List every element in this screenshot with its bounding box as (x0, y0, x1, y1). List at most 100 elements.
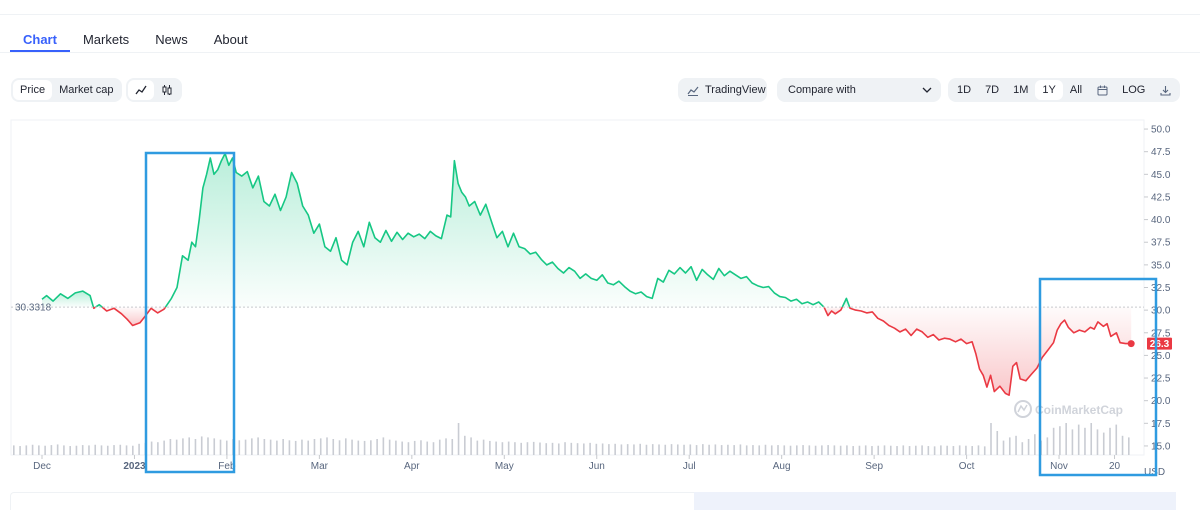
volume-bar (94, 444, 97, 455)
volume-bar (251, 438, 253, 455)
volume-bar (464, 435, 466, 455)
calendar-button[interactable] (1089, 80, 1115, 100)
x-axis: Dec 2023 Feb Mar Apr May Jun Jul Aug Sep Oct Nov 20 (33, 455, 1121, 472)
volume-bar (645, 444, 648, 455)
candlestick-button[interactable] (154, 80, 180, 100)
tab-about[interactable]: About (213, 32, 248, 47)
volume-bar (238, 440, 241, 455)
volume-bar (902, 445, 905, 455)
volume-bar (551, 442, 554, 455)
x-tick-label: 20 (1109, 461, 1121, 472)
range-7d-button[interactable]: 7D (985, 84, 1000, 96)
volume-bar (338, 440, 341, 455)
compare-with-dropdown[interactable]: Compare with (777, 78, 941, 102)
volume-bar (557, 443, 560, 455)
price-chart-svg: 30.3318 15.0 17.5 20.0 22.5 25.0 27.5 30.0 32.5… (10, 119, 1172, 478)
watermark-text: CoinMarketCap (1035, 403, 1123, 417)
volume-bar (526, 442, 529, 455)
volume-bar (720, 445, 723, 455)
volume-bar (1102, 432, 1105, 455)
volume-bar (940, 445, 942, 455)
tab-markets[interactable]: Markets (82, 32, 130, 47)
volume-bar (332, 439, 335, 455)
tab-bar: Chart Markets News About (10, 26, 261, 52)
price-line-up (95, 303, 103, 308)
price-line-down (848, 306, 1132, 397)
volume-bar (326, 437, 328, 455)
x-tick-label: Aug (773, 461, 791, 472)
volume-bar (658, 444, 660, 455)
volume-bar (357, 440, 360, 455)
range-all-button[interactable]: All (1069, 84, 1083, 96)
volume-bar (175, 439, 178, 455)
price-line-up (841, 297, 851, 308)
volume-bar (583, 443, 585, 455)
volume-bar (714, 444, 717, 455)
volume-bar (1008, 437, 1011, 455)
volume-bar (770, 445, 773, 455)
line-chart-icon (135, 85, 147, 95)
volume-bar (445, 438, 447, 455)
range-1m-button[interactable]: 1M (1013, 84, 1029, 96)
y-tick-label: 35.0 (1151, 260, 1171, 271)
x-tick-label: Mar (311, 461, 329, 472)
y-axis-unit: USD (1144, 467, 1165, 478)
volume-bar (163, 440, 165, 455)
volume-bar (821, 445, 823, 455)
line-chart-button[interactable] (128, 80, 154, 100)
volume-bar (319, 438, 322, 455)
volume-bar (620, 444, 623, 455)
volume-bar (702, 444, 704, 455)
range-navigator-selection[interactable] (694, 492, 1176, 510)
download-button[interactable] (1152, 80, 1178, 100)
volume-bar (100, 445, 103, 455)
volume-bar (457, 423, 460, 455)
price-chart[interactable]: 30.3318 15.0 17.5 20.0 22.5 25.0 27.5 30.0 32.5… (0, 110, 1200, 482)
price-marketcap-toggle: Price Market cap (11, 78, 123, 102)
volume-bar (545, 443, 548, 455)
y-tick-label: 30.0 (1151, 306, 1171, 317)
volume-bar (157, 442, 159, 455)
x-tick-label: Jul (683, 461, 696, 472)
volume-bar (188, 437, 190, 455)
y-axis: 15.0 17.5 20.0 22.5 25.0 27.5 30.0 32.5 35.0 37.5… (1144, 125, 1171, 452)
top-divider (0, 14, 1200, 15)
chart-type-toggle (126, 78, 182, 102)
volume-bar (977, 445, 980, 455)
volume-bar (351, 439, 353, 455)
y-tick-label: 47.5 (1151, 147, 1171, 158)
volume-bar (363, 440, 366, 455)
price-button[interactable]: Price (13, 80, 53, 100)
volume-bar (307, 440, 310, 455)
log-scale-button[interactable]: LOG (1122, 84, 1146, 96)
volume-bar (908, 446, 911, 455)
tradingview-button[interactable]: TradingView (678, 78, 767, 102)
volume-bar (413, 440, 416, 455)
volume-bar (864, 445, 867, 455)
tab-chart[interactable]: Chart (10, 26, 70, 52)
volume-bar (244, 439, 247, 455)
volume-bar (81, 445, 84, 455)
volume-bar (438, 439, 441, 455)
volume-bar (883, 445, 886, 455)
volume-bar (833, 445, 836, 455)
tab-news[interactable]: News (155, 32, 188, 47)
volume-bar (75, 445, 78, 455)
volume-bar (388, 439, 391, 455)
price-line-up (164, 152, 825, 308)
volume-bar (1021, 442, 1024, 455)
current-price-tag (1147, 337, 1172, 350)
range-1d-button[interactable]: 1D (957, 84, 972, 96)
volume-bar (507, 441, 510, 455)
volume-bar (601, 443, 604, 455)
tradingview-label: TradingView (705, 84, 766, 96)
market-cap-button[interactable]: Market cap (59, 84, 114, 96)
highlight-box-january (144, 151, 236, 474)
volume-bar (207, 437, 209, 455)
range-1y-button[interactable]: 1Y (1035, 80, 1063, 100)
x-tick-label: May (495, 461, 514, 472)
volume-bar (69, 446, 71, 455)
volume-bar (783, 445, 786, 455)
volume-bar (50, 445, 53, 455)
x-tick-label: Dec (33, 461, 51, 472)
